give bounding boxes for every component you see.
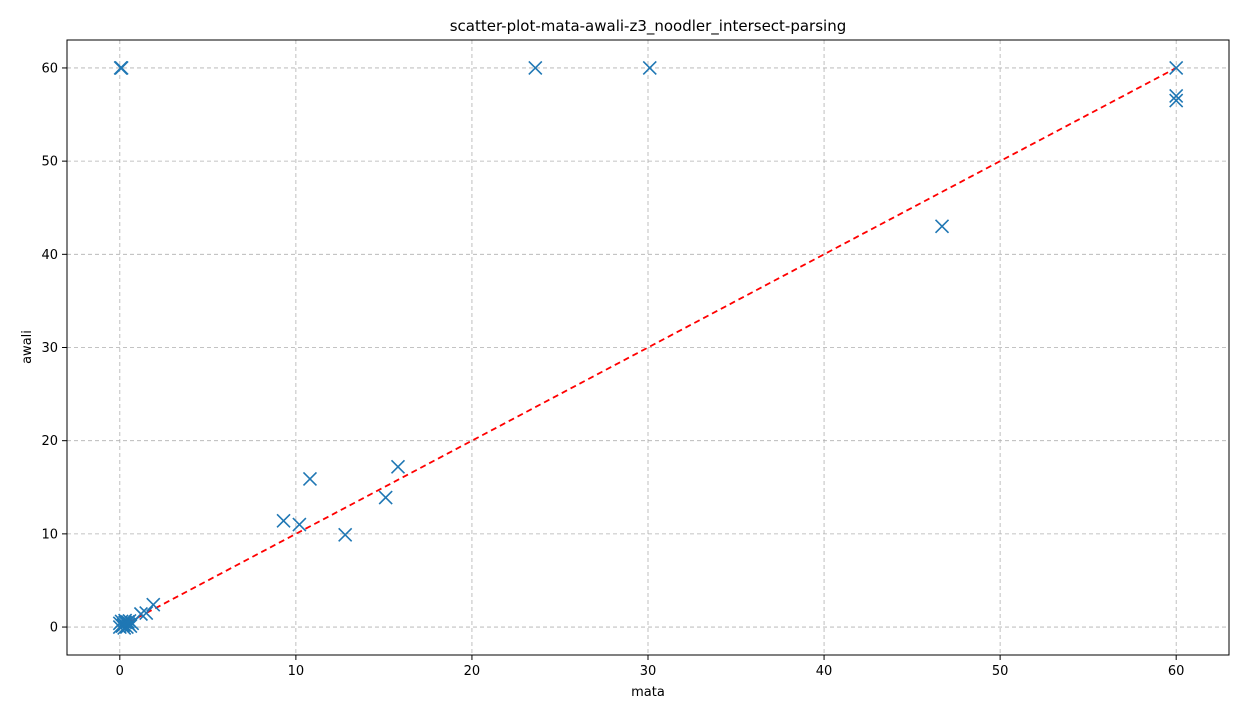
reference-line: [119, 67, 1177, 628]
x-tick-label: 50: [992, 664, 1009, 679]
plot-frame: [66, 39, 1230, 656]
x-tick-label: 20: [464, 664, 481, 679]
x-axis-label: mata: [631, 685, 665, 700]
data-point: [338, 527, 353, 542]
data-point: [276, 513, 291, 528]
ticks: 0 10 20 30 40 50 60 0 10 20 30 40 50 60: [41, 61, 1184, 679]
data-point: [1169, 88, 1184, 103]
data-point: [302, 471, 318, 486]
data-point: [528, 60, 543, 76]
y-tick-label: 0: [50, 621, 58, 636]
data-point: [934, 219, 950, 234]
y-tick-label: 40: [41, 248, 58, 263]
x-tick-label: 30: [640, 664, 657, 679]
data-point: [292, 517, 307, 532]
data-point: [378, 490, 393, 505]
data-point: [390, 459, 406, 474]
data-point: [117, 620, 132, 636]
chart-title: scatter-plot-mata-awali-z3_noodler_inter…: [450, 17, 847, 36]
reference-line-segment: [119, 67, 1177, 628]
data-point: [146, 597, 161, 612]
data-point: [1169, 93, 1184, 108]
data-point: [139, 606, 154, 621]
x-tick-label: 10: [288, 664, 305, 679]
data-point: [642, 60, 657, 76]
grid: [67, 40, 1229, 655]
y-tick-label: 50: [41, 155, 58, 170]
y-tick-label: 20: [41, 434, 58, 449]
x-tick-label: 0: [116, 664, 124, 679]
data-point: [1169, 60, 1184, 76]
y-axis-label: awali: [20, 330, 35, 364]
x-tick-label: 60: [1168, 664, 1185, 679]
data-point: [112, 619, 127, 635]
y-tick-label: 30: [41, 341, 58, 356]
y-tick-label: 60: [41, 61, 58, 76]
data-point: [122, 613, 137, 629]
x-tick-label: 40: [816, 664, 833, 679]
y-tick-label: 10: [41, 527, 58, 542]
data-point: [114, 60, 129, 76]
data-points: [112, 60, 1184, 636]
